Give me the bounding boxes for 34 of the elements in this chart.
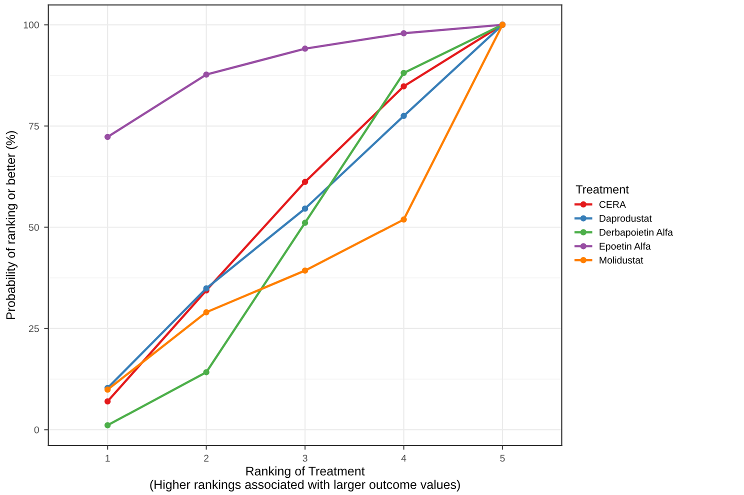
legend-label: CERA bbox=[599, 201, 626, 208]
legend-label: Molidustat bbox=[600, 256, 644, 264]
point bbox=[203, 309, 210, 316]
legend-label: Epoetin Alfa bbox=[600, 242, 651, 252]
point bbox=[400, 83, 407, 90]
point bbox=[400, 112, 407, 120]
y-tick-label: 50 bbox=[28, 224, 39, 231]
point bbox=[302, 206, 308, 212]
x-tick-label: 4 bbox=[401, 454, 406, 462]
y-axis-title: Probability of ranking or better (%) bbox=[6, 131, 18, 320]
point bbox=[302, 267, 308, 274]
x-axis-title: Ranking of Treatment (Higher rankings associated with larger outcome values) bbox=[150, 466, 460, 492]
point bbox=[203, 369, 210, 376]
point bbox=[302, 220, 308, 226]
point bbox=[104, 398, 111, 404]
legend-title: Treatment bbox=[576, 185, 629, 194]
y-tick-label: 0 bbox=[34, 426, 39, 434]
legend-label: Daprodustat bbox=[600, 214, 652, 224]
y-tick-label: 100 bbox=[24, 22, 39, 28]
point bbox=[104, 422, 111, 428]
x-tick-label: 2 bbox=[204, 454, 209, 462]
legend-label: Derbapoietin Alfa bbox=[600, 228, 673, 238]
point bbox=[104, 134, 111, 140]
y-tick-label: 75 bbox=[29, 122, 39, 130]
x-tick-label: 1 bbox=[106, 454, 110, 462]
point bbox=[302, 178, 308, 186]
y-tick-label: 25 bbox=[29, 325, 39, 332]
x-tick-label: 3 bbox=[302, 454, 308, 462]
point bbox=[400, 30, 407, 36]
point bbox=[302, 46, 308, 52]
point bbox=[400, 70, 407, 76]
point bbox=[400, 216, 407, 223]
point bbox=[203, 71, 210, 78]
x-tick-label: 5 bbox=[500, 454, 505, 462]
